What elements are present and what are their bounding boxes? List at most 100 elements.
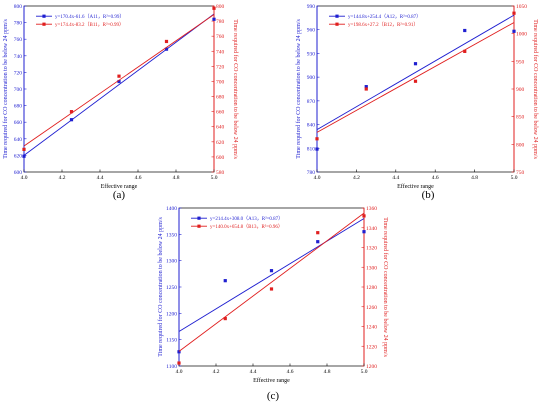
x-tick-label: 4.4 — [250, 369, 257, 375]
left-y-tick-label: 1350 — [166, 232, 177, 238]
right-y-tick-label: 1220 — [366, 344, 377, 350]
left-y-tick-label: 760 — [14, 37, 23, 43]
plot-frame — [23, 5, 215, 173]
x-tick-label: 4.8 — [324, 369, 331, 375]
right-y-tick-label: 760 — [216, 34, 225, 40]
data-point-red — [269, 287, 274, 291]
left-y-tick-label: 1250 — [166, 285, 177, 291]
x-tick-label: 4.2 — [213, 369, 220, 375]
x-tick-label: 5.0 — [211, 175, 218, 181]
left-y-tick-label: 1100 — [166, 364, 177, 370]
left-y-tick-label: 680 — [14, 104, 23, 110]
data-point-blue — [117, 79, 121, 84]
data-point-blue — [223, 279, 227, 283]
legend-entry: y=174.4x-83.2（B11，R²=0.99） — [55, 22, 124, 28]
fit-line-a — [178, 218, 365, 332]
fit-line-b — [178, 212, 365, 352]
x-axis-label: Effective range — [397, 183, 434, 190]
right-y-tick-label: 780 — [216, 19, 225, 25]
panel-label-c: (c) — [267, 390, 280, 402]
right-y-tick-label: 1320 — [366, 246, 377, 252]
legend-entry: y=140.0x+654.8（B13，R²=0.96） — [210, 224, 283, 230]
data-point-blue — [413, 62, 418, 66]
data-point-red — [69, 110, 74, 114]
left-y-tick-label: 870 — [307, 99, 316, 105]
legend-entry: y=214.4x+308.0（A13，R²=0.87） — [210, 216, 283, 222]
right-y-tick-label: 1240 — [366, 325, 377, 331]
data-point-red — [413, 79, 418, 83]
right-y-tick-label: 720 — [216, 64, 225, 70]
left-y-tick-label: 700 — [14, 87, 23, 93]
plot-frame — [178, 207, 365, 367]
right-y-tick-label: 1000 — [516, 32, 527, 38]
legend-marker — [197, 224, 201, 228]
right-y-axis-label: Time required for CO concentration to be… — [382, 217, 389, 357]
data-point-blue — [164, 47, 169, 51]
chart-panel-a: (a) 4.0 4.2 4.4 4.6 4.8 5.0 600 620 640 660 680 700… — [2, 4, 239, 201]
left-y-axis-label: Time required for CO concentration to be… — [157, 217, 164, 357]
data-point-red — [463, 49, 467, 53]
chart-panel-c: (c) 4.0 4.2 4.4 4.6 4.8 5.0 1100 1150 1200 1250 13… — [157, 206, 389, 402]
right-y-tick-label: 1300 — [366, 265, 377, 271]
data-point-red — [177, 361, 181, 365]
right-y-tick-label: 1360 — [366, 206, 377, 212]
left-y-tick-label: 900 — [307, 75, 316, 81]
right-y-tick-label: 640 — [216, 125, 225, 131]
data-point-blue — [362, 230, 366, 234]
data-point-red — [117, 74, 121, 78]
data-point-blue — [316, 240, 320, 244]
data-point-blue — [463, 28, 467, 33]
right-y-tick-label: 950 — [516, 59, 525, 65]
data-point-red — [22, 147, 26, 151]
data-point-red — [512, 11, 516, 15]
right-y-axis-label: Time required for CO concentration to be… — [232, 19, 239, 159]
data-point-blue — [315, 147, 319, 151]
x-axis-label: Effective range — [101, 183, 138, 190]
data-point-blue — [69, 118, 74, 122]
right-y-tick-label: 740 — [216, 49, 225, 55]
x-tick-label: 4.0 — [314, 175, 321, 181]
left-y-tick-label: 1200 — [166, 311, 177, 317]
x-tick-label: 4.0 — [21, 175, 28, 181]
legend-marker — [42, 14, 46, 18]
fit-line-b — [316, 22, 515, 133]
left-y-tick-label: 1150 — [166, 338, 177, 344]
right-y-tick-label: 900 — [516, 87, 525, 93]
data-point-red — [364, 87, 368, 91]
data-point-blue — [512, 29, 516, 33]
legend-entry: y=170.4x-61.6（A11，R²=0.99） — [55, 14, 124, 20]
right-y-tick-label: 600 — [216, 155, 225, 161]
legend-entry: y=144.8x+254.4（A12，R²=0.87） — [348, 14, 421, 20]
x-tick-label: 5.0 — [511, 175, 518, 181]
right-y-tick-label: 800 — [516, 142, 525, 148]
data-point-red — [316, 231, 320, 235]
left-y-tick-label: 720 — [14, 70, 23, 76]
right-y-tick-label: 800 — [216, 4, 225, 10]
left-y-tick-label: 780 — [14, 21, 23, 27]
left-y-tick-label: 840 — [307, 123, 316, 129]
x-tick-label: 4.6 — [432, 175, 439, 181]
right-y-tick-label: 660 — [216, 110, 225, 116]
data-point-blue — [177, 350, 181, 354]
fit-line-a — [23, 13, 215, 156]
right-y-tick-label: 1200 — [366, 364, 377, 370]
left-y-tick-label: 810 — [307, 146, 316, 152]
right-y-tick-label: 680 — [216, 95, 225, 101]
left-y-tick-label: 780 — [307, 170, 316, 176]
x-tick-label: 4.8 — [173, 175, 180, 181]
x-tick-label: 4.2 — [59, 175, 66, 181]
left-y-axis-label: Time required for CO concentration to be… — [295, 19, 302, 159]
right-y-tick-label: 850 — [516, 115, 525, 121]
left-y-tick-label: 600 — [14, 170, 23, 176]
right-y-tick-label: 620 — [216, 140, 225, 146]
chart-panel-b: (b) 4.0 4.2 4.4 4.6 4.8 5.0 780 810 840 870 900 930… — [295, 4, 539, 201]
right-y-tick-label: 1280 — [366, 285, 377, 291]
fit-line-b — [23, 14, 215, 147]
legend-entry: y=198.6x+27.2（B12，R²=0.91） — [348, 22, 418, 28]
x-tick-label: 4.4 — [392, 175, 399, 181]
x-tick-label: 4.2 — [353, 175, 360, 181]
right-y-tick-label: 700 — [216, 79, 225, 85]
right-y-tick-label: 750 — [516, 170, 525, 176]
right-y-tick-label: 580 — [216, 170, 225, 176]
